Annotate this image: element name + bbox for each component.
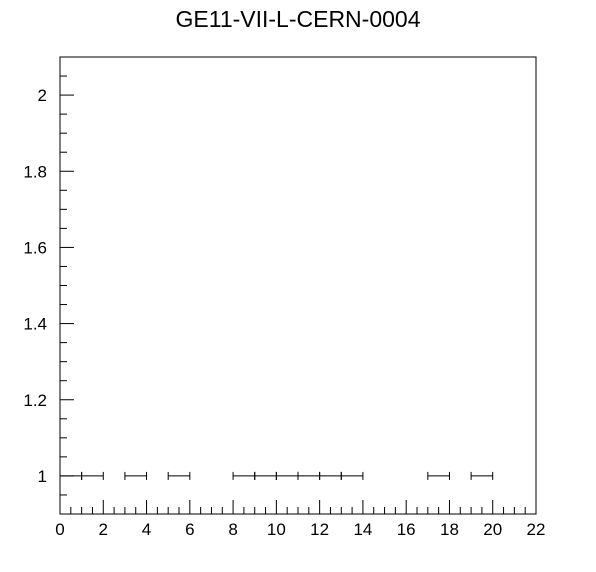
x-tick-label: 20: [483, 520, 502, 539]
plot-frame: [60, 57, 536, 514]
x-tick-label: 10: [267, 520, 286, 539]
y-axis-tick-labels: 1 1.2 1.4 1.6 1.8 2: [23, 86, 47, 486]
data-point: [341, 472, 363, 480]
y-tick-label: 1.8: [23, 162, 47, 181]
x-tick-label: 2: [99, 520, 108, 539]
data-point: [82, 472, 104, 480]
y-tick-label: 1: [38, 467, 47, 486]
x-tick-label: 4: [142, 520, 151, 539]
x-tick-label: 8: [228, 520, 237, 539]
y-tick-label: 1.4: [23, 315, 47, 334]
data-point: [320, 472, 342, 480]
x-tick-label: 12: [310, 520, 329, 539]
data-point: [276, 472, 298, 480]
y-tick-label: 1.2: [23, 391, 47, 410]
data-points: [60, 472, 493, 480]
x-tick-label: 16: [397, 520, 416, 539]
y-axis-ticks: [60, 57, 74, 514]
data-point: [298, 472, 320, 480]
x-tick-label: 6: [185, 520, 194, 539]
data-point: [60, 472, 82, 480]
data-point: [168, 472, 190, 480]
y-tick-label: 2: [38, 86, 47, 105]
data-point: [428, 472, 450, 480]
x-tick-label: 18: [440, 520, 459, 539]
data-point: [233, 472, 255, 480]
y-tick-label: 1.6: [23, 238, 47, 257]
x-axis-ticks: [60, 500, 536, 514]
x-tick-label: 0: [55, 520, 64, 539]
x-axis-tick-labels: 0 2 4 6 8 10 12 14 16 18 20 22: [55, 520, 545, 539]
x-tick-label: 14: [353, 520, 372, 539]
data-point: [255, 472, 277, 480]
data-point: [471, 472, 493, 480]
data-point: [125, 472, 147, 480]
x-tick-label: 22: [527, 520, 546, 539]
